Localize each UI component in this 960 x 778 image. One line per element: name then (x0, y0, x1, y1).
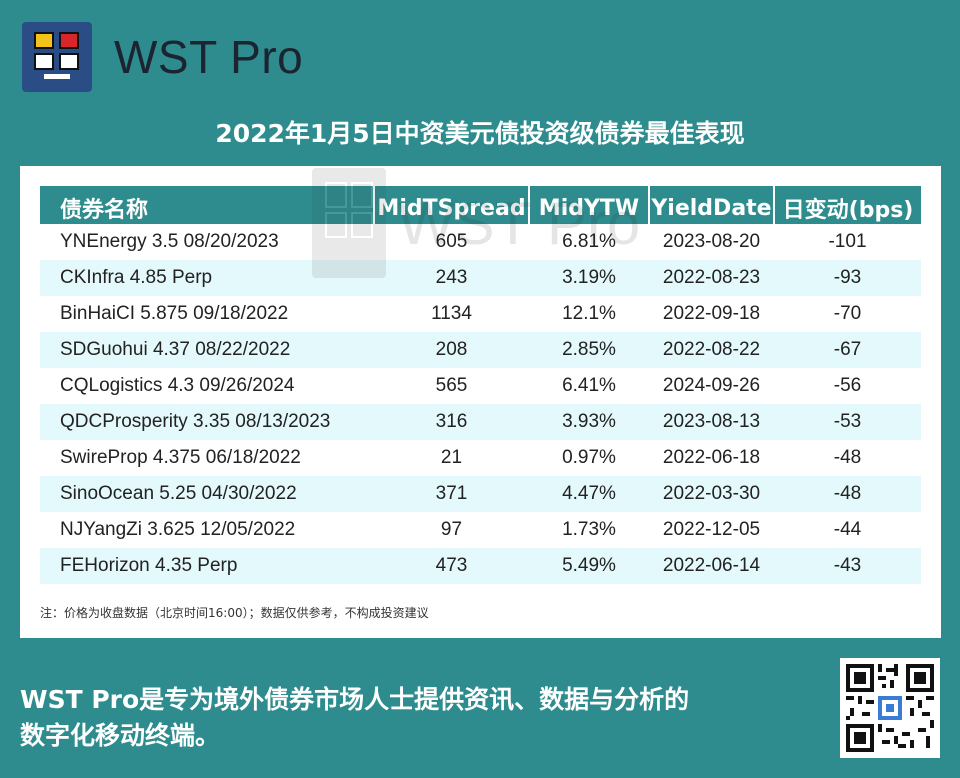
yielddate-cell: 2022-06-14 (649, 548, 774, 584)
table-row: CKInfra 4.85 Perp 243 3.19% 2022-08-23 -93 (40, 260, 921, 296)
wst-logo-icon (22, 22, 92, 92)
daily-change-cell: -93 (774, 260, 921, 296)
table-row: YNEnergy 3.5 08/20/2023 605 6.81% 2023-08-2… (40, 224, 921, 260)
midytw-cell: 5.49% (529, 548, 649, 584)
yielddate-cell: 2023-08-20 (662, 231, 761, 252)
table-row: FEHorizon 4.35 Perp 473 5.49% 2022-06-14 -43 (40, 548, 921, 584)
midytw-cell: 2.85% (529, 332, 649, 368)
table-card: 债券名称 MidTSpread MidYTW YieldDate 日变动(bps… (20, 166, 941, 638)
midtspread-cell: 605 (435, 231, 468, 252)
bond-name-cell: CQLogistics 4.3 09/26/2024 (60, 375, 295, 396)
daily-change-cell: -48 (774, 476, 921, 512)
midtspread-cell: 21 (440, 447, 463, 468)
qr-code-icon (840, 658, 940, 758)
midtspread-cell: 316 (374, 404, 529, 440)
bond-name-cell: QDCProsperity 3.35 08/13/2023 (40, 404, 374, 440)
midytw-cell: 6.41% (562, 375, 616, 396)
midtspread-cell: 1134 (431, 303, 472, 324)
daily-change-cell: -70 (833, 303, 862, 324)
daily-change-cell: -44 (833, 519, 862, 540)
midtspread-cell: 208 (374, 332, 529, 368)
header-yielddate: YieldDate (648, 186, 774, 224)
footer-tagline: WST Pro是专为境外债券市场人士提供资讯、数据与分析的 数字化移动终端。 (20, 682, 800, 754)
midtspread-cell: 97 (440, 519, 463, 540)
header-bond-name: 债券名称 (40, 186, 374, 224)
table-row: SwireProp 4.375 06/18/2022 21 0.97% 2022-06… (40, 440, 921, 476)
midytw-cell: 12.1% (562, 303, 616, 324)
yielddate-cell: 2023-08-13 (649, 404, 774, 440)
table-row: BinHaiCI 5.875 09/18/2022 1134 12.1% 2022-0… (40, 296, 921, 332)
midtspread-cell: 371 (374, 476, 529, 512)
bond-name-cell: FEHorizon 4.35 Perp (40, 548, 374, 584)
header: WST Pro (22, 22, 303, 92)
midytw-cell: 1.73% (562, 519, 616, 540)
bond-name-cell: SwireProp 4.375 06/18/2022 (60, 447, 301, 468)
bond-name-cell: YNEnergy 3.5 08/20/2023 (60, 231, 279, 252)
footer-line-1: WST Pro是专为境外债券市场人士提供资讯、数据与分析的 (20, 685, 690, 714)
midtspread-cell: 473 (374, 548, 529, 584)
daily-change-cell: -101 (828, 231, 867, 252)
header-daily-change: 日变动(bps) (773, 186, 921, 224)
yielddate-cell: 2024-09-26 (662, 375, 761, 396)
yielddate-cell: 2022-08-22 (649, 332, 774, 368)
yielddate-cell: 2022-03-30 (649, 476, 774, 512)
bond-name-cell: SinoOcean 5.25 04/30/2022 (40, 476, 374, 512)
daily-change-cell: -67 (774, 332, 921, 368)
header-midytw: MidYTW (528, 186, 649, 224)
daily-change-cell: -56 (833, 375, 862, 396)
page-title: 2022年1月5日中资美元债投资级债券最佳表现 (215, 119, 745, 148)
midytw-cell: 3.19% (529, 260, 649, 296)
yielddate-cell: 2022-08-23 (649, 260, 774, 296)
yielddate-cell: 2022-06-18 (662, 447, 761, 468)
yielddate-cell: 2022-09-18 (662, 303, 761, 324)
table-row: SDGuohui 4.37 08/22/2022 208 2.85% 2022-08-… (40, 332, 921, 368)
midytw-cell: 0.97% (562, 447, 616, 468)
bond-name-cell: CKInfra 4.85 Perp (40, 260, 374, 296)
header-midtspread: MidTSpread (373, 186, 529, 224)
table-row: SinoOcean 5.25 04/30/2022 371 4.47% 2022-03… (40, 476, 921, 512)
table-row: QDCProsperity 3.35 08/13/2023 316 3.93% 202… (40, 404, 921, 440)
brand-name: WST Pro (114, 31, 304, 83)
daily-change-cell: -43 (774, 548, 921, 584)
midytw-cell: 6.81% (562, 231, 616, 252)
daily-change-cell: -53 (774, 404, 921, 440)
table-row: CQLogistics 4.3 09/26/2024 565 6.41% 2024-0… (40, 368, 921, 404)
footer-line-2: 数字化移动终端。 (20, 721, 221, 750)
daily-change-cell: -48 (833, 447, 862, 468)
yielddate-cell: 2022-12-05 (662, 519, 761, 540)
midytw-cell: 4.47% (529, 476, 649, 512)
midtspread-cell: 565 (435, 375, 468, 396)
bond-name-cell: SDGuohui 4.37 08/22/2022 (40, 332, 374, 368)
footnote: 注：价格为收盘数据（北京时间16:00）；数据仅供参考，不构成投资建议 (40, 606, 429, 620)
bond-table: 债券名称 MidTSpread MidYTW YieldDate 日变动(bps… (40, 186, 921, 584)
bond-name-cell: BinHaiCI 5.875 09/18/2022 (60, 303, 289, 324)
midytw-cell: 3.93% (529, 404, 649, 440)
table-header-row: 债券名称 MidTSpread MidYTW YieldDate 日变动(bps… (40, 186, 921, 224)
table-row: NJYangZi 3.625 12/05/2022 97 1.73% 2022-12-… (40, 512, 921, 548)
bond-name-cell: NJYangZi 3.625 12/05/2022 (60, 519, 296, 540)
midtspread-cell: 243 (374, 260, 529, 296)
